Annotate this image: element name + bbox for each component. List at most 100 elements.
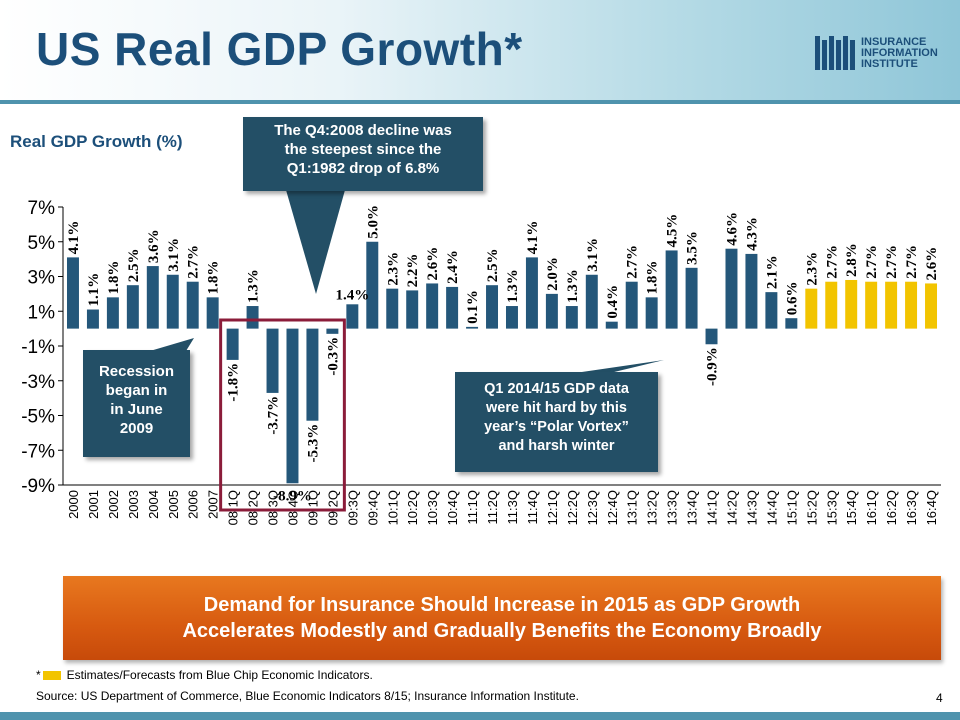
value-label: 1.3% bbox=[505, 269, 521, 303]
bar-2006 bbox=[186, 281, 199, 329]
bar-13:1Q bbox=[625, 281, 638, 329]
value-label: 2.0% bbox=[545, 257, 561, 291]
value-label: 2.3% bbox=[385, 252, 401, 286]
y-axis-title: Real GDP Growth (%) bbox=[10, 132, 183, 151]
x-tick-label: 13:4Q bbox=[685, 490, 700, 525]
value-label: 2.7% bbox=[186, 245, 202, 279]
x-tick-label: 2007 bbox=[206, 490, 221, 519]
bar-2007 bbox=[206, 297, 219, 329]
value-label: 3.6% bbox=[146, 229, 162, 263]
bar-08:3Q bbox=[266, 328, 279, 393]
callout-recession: Recession began in in June 2009 bbox=[83, 350, 190, 457]
bar-09:1Q bbox=[306, 328, 319, 421]
x-tick-label: 08:3Q bbox=[266, 490, 281, 525]
bar-14:4Q bbox=[765, 292, 778, 329]
bar-10:3Q bbox=[426, 283, 439, 329]
bar-13:3Q bbox=[665, 250, 678, 329]
value-label: 1.8% bbox=[106, 261, 122, 295]
conclusion-banner: Demand for Insurance Should Increase in … bbox=[63, 576, 941, 660]
value-label: 2.2% bbox=[405, 254, 421, 288]
bar-09:4Q bbox=[366, 241, 379, 329]
value-label: 1.3% bbox=[565, 269, 581, 303]
x-tick-label: 11:4Q bbox=[525, 490, 540, 524]
bar-2003 bbox=[126, 285, 139, 329]
x-tick-label: 2000 bbox=[66, 490, 81, 519]
bar-13:4Q bbox=[685, 267, 698, 329]
iii-logo-icon bbox=[815, 36, 857, 70]
bar-15:2Q bbox=[805, 288, 818, 329]
x-tick-label: 13:1Q bbox=[625, 490, 640, 525]
y-tick-label: 7% bbox=[28, 198, 56, 219]
recession-highlight-box bbox=[219, 318, 346, 512]
bar-11:3Q bbox=[505, 306, 518, 329]
x-tick-label: 2002 bbox=[106, 490, 121, 519]
value-label: 2.3% bbox=[804, 252, 820, 286]
x-tick-label: 2004 bbox=[146, 490, 161, 519]
x-tick-label: 16:1Q bbox=[864, 490, 879, 525]
bar-12:1Q bbox=[545, 293, 558, 329]
bar-16:4Q bbox=[925, 283, 938, 329]
x-tick-label: 09:3Q bbox=[345, 490, 360, 525]
bar-13:2Q bbox=[645, 297, 658, 329]
footnote: * Estimates/Forecasts from Blue Chip Econ… bbox=[36, 668, 373, 682]
value-label: 3.1% bbox=[166, 238, 182, 272]
x-tick-label: 10:1Q bbox=[385, 490, 400, 525]
x-tick-label: 14:1Q bbox=[705, 490, 720, 525]
x-tick-label: 13:2Q bbox=[645, 490, 660, 525]
x-tick-label: 12:1Q bbox=[545, 490, 560, 525]
bar-12:4Q bbox=[605, 321, 618, 329]
x-tick-label: 10:3Q bbox=[425, 490, 440, 525]
x-tick-label: 2003 bbox=[126, 490, 141, 519]
value-label: 0.4% bbox=[605, 285, 621, 319]
y-tick-label: 1% bbox=[28, 302, 56, 323]
bar-08:1Q bbox=[226, 328, 239, 360]
value-label: 2.8% bbox=[844, 243, 860, 277]
bar-15:3Q bbox=[825, 281, 838, 329]
value-label: 4.1% bbox=[525, 221, 541, 255]
y-tick-label: -3% bbox=[21, 372, 55, 393]
y-tick-label: -5% bbox=[21, 407, 55, 428]
x-tick-label: 2005 bbox=[166, 490, 181, 519]
bar-11:1Q bbox=[466, 326, 479, 329]
value-label: 4.5% bbox=[665, 214, 681, 248]
bar-11:2Q bbox=[486, 285, 499, 329]
bar-2005 bbox=[166, 274, 179, 329]
bar-11:4Q bbox=[525, 257, 538, 329]
value-label: 2.4% bbox=[445, 250, 461, 284]
slide-header bbox=[0, 0, 960, 100]
x-tick-label: 16:4Q bbox=[924, 490, 939, 525]
callout-q4-tail bbox=[286, 190, 345, 294]
x-tick-label: 2001 bbox=[86, 490, 101, 519]
value-label: 4.6% bbox=[724, 212, 740, 246]
footnote-text: Estimates/Forecasts from Blue Chip Econo… bbox=[66, 668, 373, 682]
x-tick-label: 08:1Q bbox=[226, 490, 241, 525]
bar-2000 bbox=[66, 257, 79, 329]
x-tick-label: 11:2Q bbox=[485, 490, 500, 524]
value-label: 0.1% bbox=[465, 290, 481, 324]
value-label: 2.6% bbox=[425, 247, 441, 281]
x-tick-label: 15:2Q bbox=[804, 490, 819, 525]
value-label: 5.0% bbox=[365, 205, 381, 239]
y-tick-label: 5% bbox=[28, 233, 56, 254]
x-tick-label: 14:4Q bbox=[764, 490, 779, 525]
bar-08:2Q bbox=[246, 306, 259, 329]
bar-09:3Q bbox=[346, 304, 359, 329]
value-label: -5.3% bbox=[305, 424, 321, 463]
x-tick-label: 10:2Q bbox=[405, 490, 420, 525]
x-tick-label: 09:4Q bbox=[365, 490, 380, 525]
bar-16:1Q bbox=[865, 281, 878, 329]
iii-logo-text: INSURANCE INFORMATION INSTITUTE bbox=[861, 36, 938, 70]
x-tick-label: 11:1Q bbox=[465, 490, 480, 524]
x-tick-label: 09:2Q bbox=[325, 490, 340, 525]
value-label: 2.1% bbox=[764, 255, 780, 289]
value-label: 1.3% bbox=[246, 269, 262, 303]
footer-bar bbox=[0, 712, 960, 720]
x-tick-label: 13:3Q bbox=[665, 490, 680, 525]
x-tick-label: 08:4Q bbox=[285, 490, 300, 525]
x-tick-label: 16:3Q bbox=[904, 490, 919, 525]
bar-14:1Q bbox=[705, 328, 718, 345]
bar-16:2Q bbox=[885, 281, 898, 329]
value-label: 1.8% bbox=[645, 261, 661, 295]
x-tick-label: 12:3Q bbox=[585, 490, 600, 525]
